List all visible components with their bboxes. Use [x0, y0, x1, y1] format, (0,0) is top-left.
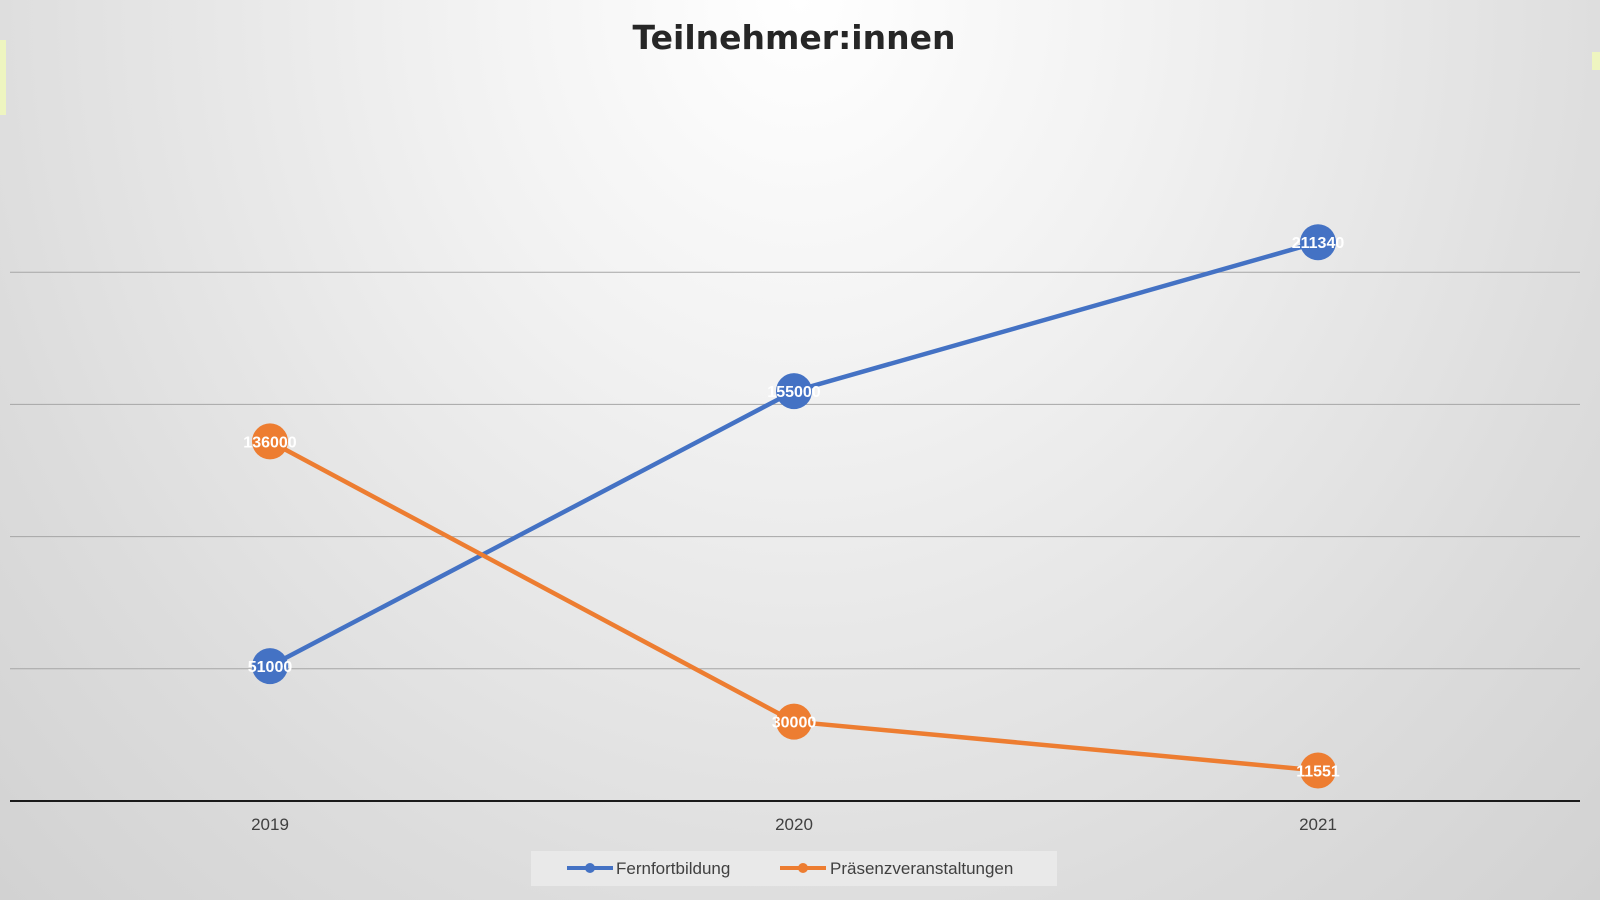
data-label-2-2019: 136000 — [243, 434, 296, 451]
data-label-2-2020: 30000 — [772, 715, 817, 732]
series-line-1 — [268, 240, 1319, 669]
data-point-2-2021 — [1300, 752, 1336, 789]
data-point-1-2019 — [252, 648, 288, 685]
x-axis-ticks: 2019 2020 2021 — [251, 815, 1337, 834]
data-label-1-2019: 51000 — [248, 659, 293, 676]
x-tick-label-2020: 2020 — [775, 815, 813, 834]
series-2: 136000 30000 11551 — [243, 423, 1340, 789]
data-point-1-2021 — [1300, 224, 1336, 261]
legend-label-1: Fernfortbildung — [616, 859, 730, 878]
series: 51000 155000 211340 136000 30000 11551 — [243, 224, 1345, 789]
series-1: 51000 155000 211340 — [248, 224, 1345, 685]
x-tick-label-2021: 2021 — [1299, 815, 1337, 834]
left-edge-mark — [0, 40, 6, 115]
data-point-2-2020 — [776, 703, 812, 740]
chart-title: Teilnehmer:innen — [632, 18, 956, 57]
data-point-1-2020 — [776, 373, 812, 410]
legend-marker-1 — [585, 863, 595, 873]
legend: Fernfortbildung Präsenzveranstaltungen — [531, 851, 1057, 886]
data-point-2-2019 — [252, 423, 288, 460]
data-label-2-2021: 11551 — [1296, 763, 1340, 780]
legend-label-2: Präsenzveranstaltungen — [830, 859, 1013, 878]
data-label-1-2020: 155000 — [767, 384, 820, 401]
data-label-1-2021: 211340 — [1292, 235, 1345, 252]
x-tick-label-2019: 2019 — [251, 815, 289, 834]
gridlines — [10, 271, 1580, 670]
legend-marker-2 — [798, 863, 808, 873]
right-edge-mark — [1592, 52, 1600, 70]
